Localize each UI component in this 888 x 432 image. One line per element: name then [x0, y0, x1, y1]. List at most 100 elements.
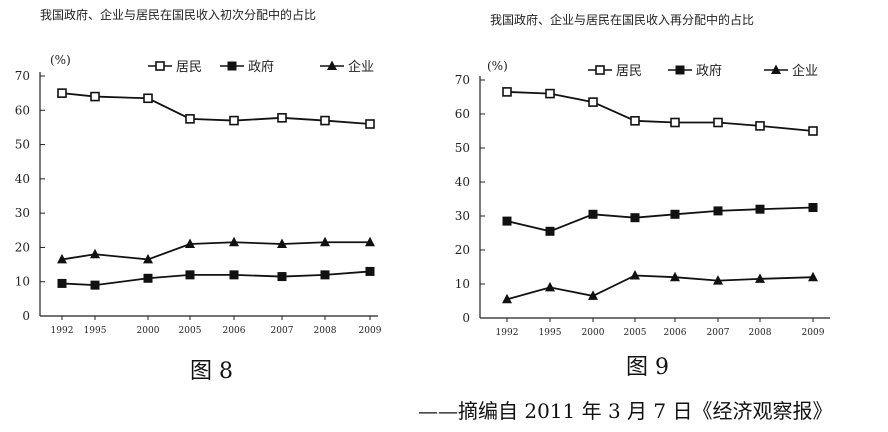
data-point [755, 273, 765, 283]
data-point [185, 114, 195, 124]
legend-label: 居民 [176, 60, 202, 75]
data-point [229, 270, 239, 280]
legend-label: 政府 [248, 60, 274, 75]
data-point [670, 117, 680, 128]
legend-marker [595, 65, 605, 75]
legend-marker [155, 61, 165, 71]
y-tick-label: 20 [15, 240, 30, 254]
data-point [713, 117, 723, 128]
data-point [713, 206, 723, 216]
x-tick-label: 2008 [314, 326, 337, 336]
legend-label: 企业 [348, 59, 374, 75]
y-tick-label: 20 [455, 243, 470, 257]
data-point [588, 290, 598, 300]
series-政府 [502, 203, 818, 236]
legend-marker [227, 61, 237, 71]
data-point [502, 216, 512, 226]
y-tick-label: 0 [22, 309, 30, 323]
data-point [90, 280, 100, 290]
data-point [502, 87, 512, 97]
y-tick-label: 10 [455, 277, 470, 291]
data-point [277, 238, 287, 248]
series-line [506, 274, 814, 301]
x-tick-label: 1992 [496, 328, 519, 338]
chart-1: 我国政府、企业与居民在国民收入初次分配中的占比 (%) 0 10 20 30 40 50 60 7… [15, 7, 382, 384]
data-point [57, 278, 67, 288]
legend-entry: 政府 [220, 60, 274, 75]
data-point [713, 275, 723, 285]
data-point [588, 97, 598, 107]
legend-label: 居民 [616, 64, 642, 79]
legend-label: 政府 [696, 64, 722, 79]
series-line [61, 92, 371, 125]
x-tick-label: 2006 [223, 326, 246, 336]
data-point [808, 203, 818, 212]
y-tick-label: 60 [455, 107, 470, 121]
data-point [229, 115, 239, 126]
data-point [502, 293, 512, 304]
data-point [545, 281, 555, 292]
data-point [143, 273, 153, 283]
series-line [506, 206, 814, 233]
data-point [365, 236, 375, 247]
series-居民 [502, 87, 818, 136]
data-point [90, 91, 100, 102]
source-citation: ——摘编自 2011 年 3 月 7 日《经济观察报》 [418, 399, 833, 423]
data-point [808, 271, 818, 282]
y-axis-label: (%) [487, 59, 508, 73]
chart-2: 我国政府、企业与居民在国民收入再分配中的占比 (%) 0 10 20 30 40 50 60 70… [455, 12, 830, 380]
data-point [755, 204, 765, 214]
legend-entry: 政府 [668, 64, 722, 79]
data-point [630, 116, 640, 126]
data-point [365, 119, 375, 129]
series-企业 [502, 270, 818, 304]
data-point [630, 213, 640, 223]
data-point [670, 209, 680, 219]
data-point [277, 272, 287, 282]
legend-label: 企业 [792, 63, 818, 79]
data-point [277, 113, 287, 123]
y-tick-label: 70 [455, 73, 470, 87]
data-point [808, 126, 818, 136]
series-line [506, 91, 814, 132]
legend-marker [771, 64, 781, 74]
figure-label: 图 9 [626, 355, 669, 380]
data-point [545, 88, 555, 99]
series-居民 [57, 88, 375, 129]
y-tick-label: 40 [455, 175, 470, 189]
y-tick-label: 30 [455, 209, 470, 223]
x-tick-label: 2008 [749, 328, 772, 338]
y-tick-label: 60 [15, 103, 30, 117]
legend-entry: 居民 [148, 60, 202, 75]
y-tick-label: 70 [15, 69, 30, 83]
data-point [229, 236, 239, 247]
y-tick-label: 40 [15, 172, 30, 186]
data-point [143, 93, 153, 104]
data-point [630, 270, 640, 280]
series-政府 [57, 266, 375, 290]
x-tick-label: 2005 [179, 326, 202, 336]
x-tick-label: 2000 [582, 328, 605, 338]
x-tick-label: 2005 [624, 328, 647, 338]
x-tick-label: 2009 [359, 326, 382, 336]
data-point [670, 271, 680, 282]
figure-label: 图 8 [190, 359, 233, 384]
legend-marker [327, 60, 337, 70]
y-tick-label: 0 [462, 311, 470, 325]
data-point [545, 226, 555, 236]
series-企业 [57, 236, 375, 264]
x-tick-label: 2007 [707, 328, 730, 338]
y-tick-label: 50 [455, 141, 470, 155]
data-point [320, 236, 330, 247]
data-point [57, 253, 67, 264]
x-tick-label: 2007 [271, 326, 294, 336]
x-tick-label: 1992 [51, 326, 74, 336]
y-axis-label: (%) [50, 53, 71, 67]
legend-marker [675, 65, 685, 75]
legend-entry: 企业 [764, 63, 818, 79]
data-point [320, 115, 330, 126]
data-point [755, 121, 765, 131]
x-tick-label: 1995 [539, 328, 562, 338]
legend-entry: 企业 [320, 59, 374, 75]
